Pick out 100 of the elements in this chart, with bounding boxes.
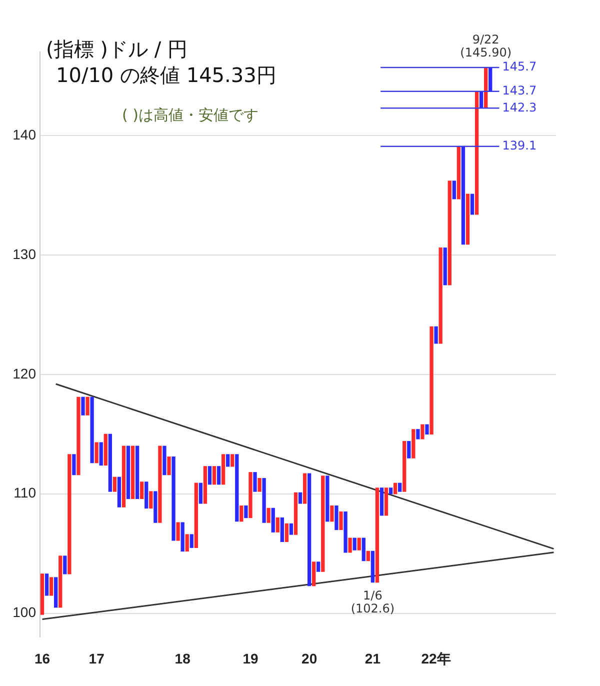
bar (244, 506, 248, 518)
bar (466, 194, 470, 245)
bar (334, 506, 338, 530)
bar (108, 434, 112, 492)
bar (176, 522, 180, 541)
bar (104, 434, 108, 466)
bar (388, 488, 393, 494)
x-tick-label: 20 (302, 650, 318, 666)
y-tick-label: 120 (12, 365, 36, 382)
bar (112, 476, 117, 492)
bar (384, 488, 388, 516)
chart-title: (指標 )ドル / 円 (46, 36, 188, 63)
bar (316, 562, 320, 572)
bar (135, 446, 140, 499)
x-tick-label: 16 (34, 650, 50, 666)
bar (235, 454, 239, 522)
bar (262, 478, 266, 523)
x-tick-label: 21 (364, 650, 381, 666)
bar (362, 538, 366, 562)
bar (380, 488, 384, 516)
ref-line-label: 143.7 (502, 84, 537, 98)
bar (253, 472, 257, 492)
bar (370, 550, 375, 583)
bar (326, 476, 330, 522)
bar (420, 424, 424, 440)
bar (416, 429, 420, 440)
bar (398, 482, 402, 492)
bar (94, 442, 98, 464)
bar (149, 491, 153, 509)
bar (339, 511, 343, 530)
bar (470, 194, 474, 215)
bar (212, 466, 216, 485)
y-tick-label: 130 (12, 246, 36, 262)
bar (40, 574, 44, 615)
bar (44, 574, 49, 596)
bar (194, 482, 198, 548)
annotation: ( )は高値・安値です (122, 106, 258, 125)
bar (68, 454, 72, 574)
bar (167, 456, 171, 476)
bar (185, 534, 189, 552)
bar (226, 454, 230, 467)
bar (357, 538, 361, 550)
bar (443, 248, 447, 286)
bar (90, 396, 94, 464)
bar (461, 146, 466, 245)
y-tick-label: 100 (12, 604, 36, 620)
bar (393, 482, 398, 494)
bar (86, 396, 90, 416)
bar (407, 441, 411, 458)
annotation: 1/6 (102.6) (350, 588, 395, 616)
bar (375, 488, 380, 583)
bar (266, 508, 270, 523)
bar (54, 577, 58, 608)
bar (230, 454, 234, 467)
bar (280, 517, 284, 542)
bar (154, 491, 158, 523)
bar (276, 517, 280, 532)
ref-line-label: 142.3 (502, 100, 537, 114)
bar (158, 446, 162, 523)
bar (456, 146, 461, 200)
ref-line-label: 139.1 (502, 138, 537, 152)
bar (448, 180, 452, 286)
x-tick-label: 17 (88, 650, 105, 666)
y-tick-label: 110 (14, 484, 36, 501)
bar (248, 472, 252, 518)
bar (430, 326, 434, 434)
bar (425, 424, 429, 434)
bar (221, 454, 226, 485)
bar (198, 482, 203, 504)
bar (258, 478, 262, 492)
bar (402, 441, 406, 492)
bar (344, 511, 348, 553)
bar (284, 523, 289, 542)
bar (348, 538, 352, 553)
bar (117, 476, 122, 508)
x-tick-label: 19 (242, 650, 258, 666)
bar (203, 466, 208, 504)
bar (352, 538, 356, 550)
bar (474, 91, 479, 215)
bar (302, 473, 307, 504)
bar (434, 326, 438, 344)
bar (49, 577, 54, 596)
x-tick-label: 22年 (421, 650, 451, 666)
bar (76, 396, 80, 476)
bar (294, 492, 298, 535)
bar (307, 473, 312, 586)
ref-line-label: 145.7 (502, 60, 537, 74)
bar (72, 454, 76, 476)
bar (330, 506, 334, 522)
bar (126, 446, 130, 499)
bar (312, 562, 316, 586)
bar (81, 396, 85, 416)
bar (130, 446, 135, 499)
bar (289, 523, 294, 535)
bar (172, 456, 176, 541)
bar (208, 466, 212, 485)
bar (144, 482, 148, 509)
bar (452, 180, 456, 200)
bar (122, 446, 126, 508)
bar (366, 550, 370, 562)
